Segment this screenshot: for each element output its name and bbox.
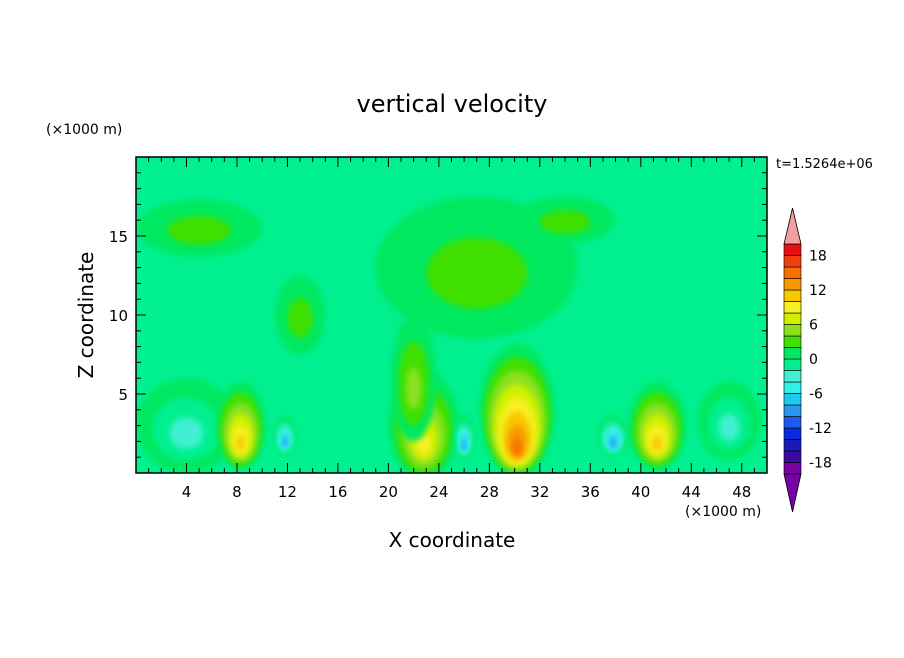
contour-band — [167, 216, 231, 245]
colorbar-band — [783, 243, 802, 256]
feature-updraft-2b — [390, 315, 437, 442]
contour-band — [169, 417, 204, 449]
contour-band — [652, 435, 663, 451]
contour-band — [426, 237, 528, 309]
x-tick-label: 40 — [631, 483, 650, 501]
x-tick-label: 4 — [182, 483, 192, 501]
feature-updraft-4 — [628, 381, 687, 470]
colorbar-top-arrow — [783, 207, 802, 245]
contour-band — [236, 435, 245, 451]
feature-updraft-3 — [479, 343, 555, 473]
x-tick-label: 44 — [682, 483, 701, 501]
plot-area — [136, 157, 767, 473]
contour-band — [610, 439, 616, 447]
contour-band — [462, 441, 466, 450]
colorbar-band — [783, 393, 802, 406]
x-tick-label: 32 — [530, 483, 549, 501]
colorbar-band — [783, 450, 802, 463]
y-unit-label: (×1000 m) — [46, 122, 122, 138]
colorbar-band — [783, 347, 802, 360]
x-tick-label: 12 — [278, 483, 297, 501]
colorbar-band — [783, 301, 802, 314]
x-axis-label: X coordinate — [389, 528, 516, 552]
x-tick-label: 8 — [232, 483, 242, 501]
colorbar-band — [783, 255, 802, 268]
x-unit-label: (×1000 m) — [685, 504, 761, 520]
colorbar-label: -12 — [809, 421, 832, 437]
colorbar-bottom-arrow — [783, 473, 802, 513]
x-tick-label: 28 — [480, 483, 499, 501]
y-axis: 5 10 15 — [109, 156, 767, 474]
contour-band — [512, 438, 522, 456]
x-axis: 4 8 12 16 20 24 28 32 36 40 44 48 — [135, 157, 768, 501]
feature-upper-right — [514, 196, 616, 244]
contour-band — [718, 414, 740, 441]
feature-lower-left-cyan — [136, 378, 237, 473]
feature-downdraft-3 — [597, 414, 629, 456]
y-tick-label: 5 — [118, 386, 128, 404]
colorbar-band — [783, 416, 802, 429]
colorbar-band — [783, 381, 802, 394]
colorbar-band — [783, 289, 802, 302]
contour-band — [283, 439, 287, 446]
colorbar: 18 12 6 0 -6 -12 -18 — [783, 207, 832, 513]
feature-upper-left — [136, 199, 263, 257]
colorbar-band — [783, 312, 802, 325]
contour-band — [406, 367, 422, 410]
x-tick-label: 24 — [429, 483, 448, 501]
colorbar-band — [783, 324, 802, 337]
y-tick-label: 15 — [109, 228, 128, 246]
x-tick-label: 48 — [732, 483, 751, 501]
feature-updraft-1 — [215, 381, 266, 470]
contour-band — [287, 298, 313, 338]
feature-right-cyan — [697, 381, 761, 461]
colorbar-band — [783, 358, 802, 371]
feature-downdraft-1 — [273, 416, 297, 455]
colorbar-band — [783, 266, 802, 279]
colorbar-label: 18 — [809, 249, 827, 265]
contour-band — [539, 210, 591, 234]
colorbar-band — [783, 427, 802, 440]
colorbar-band — [783, 462, 802, 475]
x-tick-label: 20 — [379, 483, 398, 501]
colorbar-label: -18 — [809, 456, 832, 472]
colorbar-band — [783, 335, 802, 348]
colorbar-label: 0 — [809, 352, 818, 368]
colorbar-label: 6 — [809, 318, 818, 334]
velocity-field — [136, 196, 761, 473]
y-axis-label: Z coordinate — [74, 252, 98, 379]
chart-title: vertical velocity — [357, 90, 548, 118]
colorbar-label: -6 — [809, 387, 823, 403]
colorbar-band — [783, 404, 802, 417]
y-tick-label: 10 — [109, 307, 128, 325]
colorbar-band — [783, 370, 802, 383]
x-tick-label: 16 — [328, 483, 347, 501]
time-label: t=1.5264e+06 — [776, 157, 873, 172]
feature-downdraft-2 — [454, 414, 475, 459]
colorbar-band — [783, 278, 802, 291]
colorbar-label: 12 — [809, 283, 827, 299]
colorbar-band — [783, 439, 802, 452]
feature-mid-left — [274, 275, 326, 355]
x-tick-label: 36 — [581, 483, 600, 501]
